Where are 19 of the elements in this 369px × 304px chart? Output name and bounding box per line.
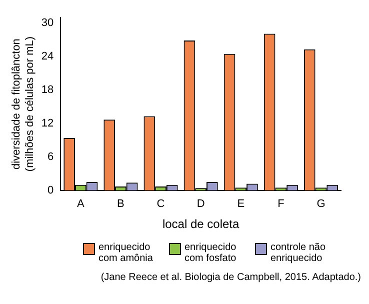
x-axis-title: local de coleta xyxy=(162,217,240,232)
legend-label: enriquecido com amônia xyxy=(98,242,154,264)
x-tick-label: D xyxy=(196,198,205,210)
y-tick-label: 30 xyxy=(41,17,54,30)
text: (Jane Reece et al. Biologia de Campbell, 2015. Adaptado.) xyxy=(100,272,361,283)
x-tick-label: E xyxy=(237,198,245,210)
x-tick-label: G xyxy=(316,198,326,210)
x-tick-label: A xyxy=(76,198,85,210)
legend-label: enriquecido com fosfato xyxy=(184,242,238,264)
legend-label: controle não enriquecido xyxy=(270,242,326,264)
y-tick-label: 0 xyxy=(48,184,54,196)
y-tick-label: 6 xyxy=(48,150,54,163)
y-tick-label: 24 xyxy=(41,50,54,63)
x-tick-label: C xyxy=(156,198,165,210)
y-tick-label: 12 xyxy=(41,118,54,130)
y-axis-title: diversidade de fitoplâncton (milhões de células por mL) xyxy=(10,36,36,172)
x-tick-label: F xyxy=(278,198,285,210)
y-tick-label: 18 xyxy=(41,84,54,96)
x-tick-label: B xyxy=(117,198,124,210)
